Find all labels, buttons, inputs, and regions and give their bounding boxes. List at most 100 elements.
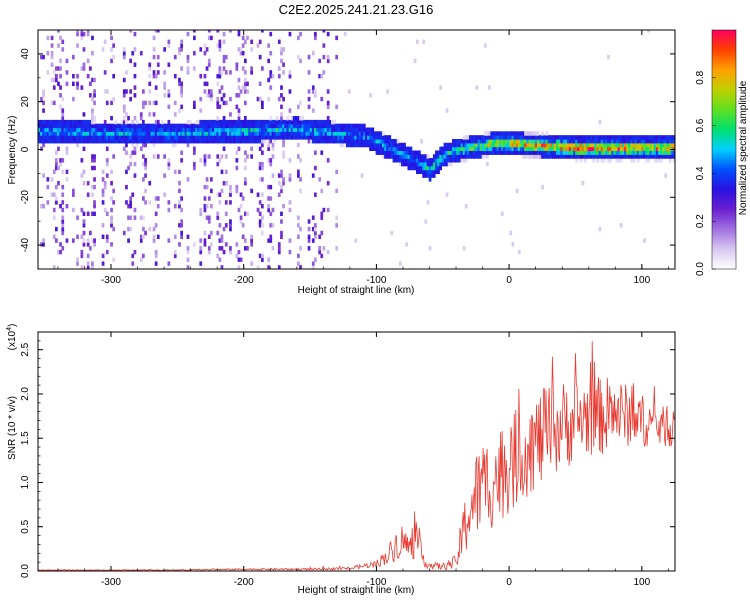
spectrogram-cell — [515, 135, 519, 140]
spectrogram-cell — [237, 131, 241, 136]
spectrogram-cell — [532, 142, 536, 148]
spectrogram-cell — [271, 74, 275, 79]
spectrogram-cell — [154, 139, 158, 144]
spectrogram-cell — [233, 127, 237, 132]
spectrogram-cell — [48, 127, 52, 132]
spectrogram-cell — [229, 131, 232, 136]
spectrogram-cell — [152, 47, 156, 52]
spectrogram-cell — [437, 158, 440, 163]
spectrogram-x-tick-label: 0 — [506, 275, 512, 286]
spectrogram-cell — [594, 139, 598, 144]
spectrogram-cell — [237, 116, 241, 121]
spectrogram-cell — [558, 154, 561, 159]
spectrogram-cell — [638, 154, 642, 159]
spectrogram-cell — [651, 139, 655, 144]
spectrogram-cell — [660, 150, 663, 155]
spectrogram-cell — [110, 219, 113, 224]
spectrogram-cell — [435, 169, 438, 175]
spectrogram-cell — [477, 146, 481, 152]
spectrogram-cell — [105, 238, 109, 243]
spectrogram-cell — [297, 234, 300, 240]
spectrogram-cell — [40, 119, 43, 125]
spectrogram-cell — [286, 123, 290, 129]
spectrogram-cell — [186, 123, 190, 129]
spectrogram-cell — [44, 135, 48, 140]
spectrogram-cell — [89, 93, 92, 98]
spectrogram-cell — [235, 127, 239, 132]
spectrogram-cell — [50, 51, 54, 56]
spectrogram-cell — [125, 142, 128, 148]
spectrogram-cell — [560, 135, 564, 140]
spectrogram-cell — [573, 135, 576, 140]
spectrogram-cell — [277, 173, 281, 178]
spectrogram-cell — [61, 139, 65, 144]
spectrogram-cell — [585, 146, 589, 152]
spectrogram-cell — [188, 123, 192, 129]
spectrogram-cell — [670, 142, 674, 148]
spectrogram-cell — [129, 200, 133, 205]
spectrogram-cell — [190, 139, 194, 144]
spectrogram-cell — [549, 150, 553, 155]
spectrogram-cell — [131, 142, 135, 148]
spectrogram-cell — [127, 131, 130, 136]
spectrogram-cell — [322, 207, 326, 213]
spectrogram-cell — [93, 184, 96, 190]
spectrogram-cell — [148, 74, 152, 79]
spectrogram-cell — [61, 123, 65, 129]
spectrogram-cell — [267, 207, 271, 213]
spectrogram-cell — [554, 146, 557, 152]
spectrogram-cell — [416, 39, 419, 45]
spectrogram-cell — [235, 158, 239, 163]
spectrogram-cell — [483, 154, 487, 159]
spectrogram-cell — [248, 119, 251, 125]
spectrogram-cell — [466, 139, 470, 144]
spectrogram-cell — [182, 135, 186, 140]
spectrogram-cell — [156, 70, 160, 75]
spectrogram-cell — [214, 131, 217, 136]
spectrogram-cell — [613, 150, 617, 155]
spectrogram-cell — [524, 142, 527, 148]
spectrogram-cell — [280, 184, 283, 190]
spectrogram-cell — [358, 127, 362, 132]
spectrogram-cell — [607, 139, 610, 144]
spectrogram-cell — [161, 139, 164, 144]
snr-y-tick-label: 1.5 — [20, 431, 31, 445]
spectrogram-cell — [498, 150, 502, 155]
spectrogram-cell — [379, 135, 383, 140]
spectrogram-cell — [326, 100, 330, 106]
spectrogram-cell — [76, 131, 79, 136]
spectrogram-cell — [269, 127, 273, 132]
spectrogram-cell — [396, 154, 400, 159]
spectrogram-cell — [188, 131, 192, 136]
spectrogram-cell — [261, 135, 264, 140]
spectrogram-cell — [112, 123, 116, 129]
spectrogram-cell — [280, 58, 283, 64]
spectrogram-cell — [558, 135, 561, 140]
spectrogram-cell — [413, 150, 417, 155]
spectrogram-cell — [556, 135, 559, 140]
spectrogram-cell — [269, 131, 273, 136]
spectrogram-cell — [224, 139, 228, 144]
spectrogram-cell — [218, 119, 222, 125]
spectrogram-cell — [218, 238, 222, 243]
spectrogram-cell — [139, 116, 143, 121]
spectrogram-cell — [594, 135, 598, 140]
spectrogram-cell — [180, 207, 184, 213]
spectrogram-cell — [91, 116, 94, 121]
spectrogram-cell — [647, 30, 651, 33]
spectrogram-cell — [534, 154, 538, 159]
spectrogram-cell — [507, 142, 511, 148]
spectrogram-cell — [358, 135, 362, 140]
spectrogram-cell — [178, 181, 181, 186]
spectrogram-cell — [288, 173, 292, 178]
spectrogram-cell — [246, 127, 249, 132]
spectrogram-cell — [658, 150, 661, 155]
spectrogram-cell — [201, 123, 205, 129]
spectrogram-cell — [331, 127, 334, 132]
spectrogram-cell — [250, 127, 254, 132]
spectrogram-cell — [638, 150, 642, 155]
spectrogram-cell — [46, 131, 50, 136]
spectrogram-cell — [220, 265, 224, 269]
spectrogram-cell — [173, 100, 177, 106]
spectrogram-cell — [649, 154, 653, 159]
